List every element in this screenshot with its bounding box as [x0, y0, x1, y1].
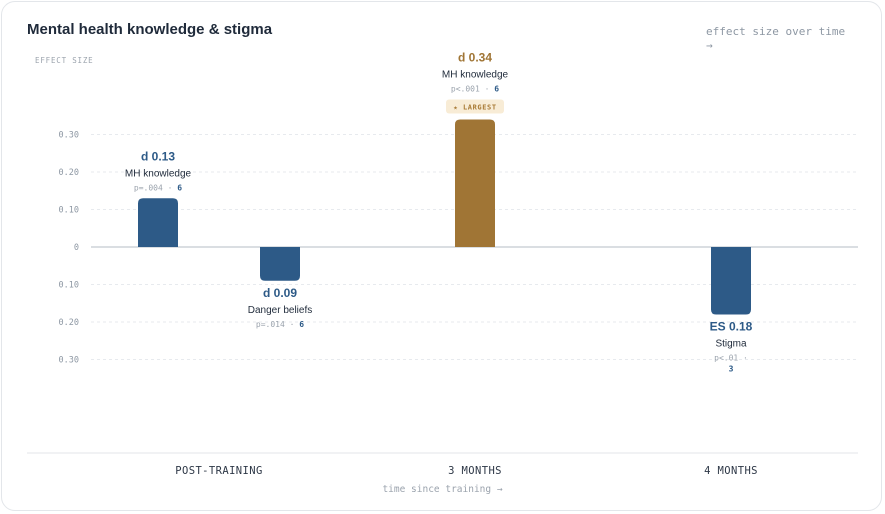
- largest-badge-label: ★ LARGEST: [453, 104, 496, 112]
- effect-label: d 0.13: [141, 149, 175, 163]
- effect-label: ES 0.18: [710, 320, 753, 334]
- y-axis-title: EFFECT SIZE: [35, 56, 94, 65]
- y-tick-label: 0.10: [59, 281, 79, 291]
- effect-label: d 0.34: [458, 51, 492, 65]
- k-count-label: 6: [177, 183, 182, 192]
- y-tick-label: 0.20: [59, 168, 79, 178]
- chart-subtitle: effect size over time →: [706, 25, 846, 52]
- y-tick-label: 0.30: [59, 356, 79, 366]
- chart-title: Mental health knowledge & stigma: [27, 21, 273, 38]
- measure-label: Danger beliefs: [248, 305, 312, 316]
- k-count-label: 3: [729, 365, 734, 374]
- k-count-label: 6: [494, 85, 499, 94]
- x-category-label: POST-TRAINING: [175, 465, 262, 477]
- largest-badge: [446, 99, 504, 114]
- y-tick-label: 0: [74, 243, 79, 253]
- k-count-label: 6: [299, 320, 304, 329]
- x-category-label: 3 MONTHS: [448, 465, 502, 477]
- p-value-label: p<.01 ·: [714, 354, 748, 363]
- effect-label: d 0.09: [263, 286, 297, 300]
- x-axis-label: time since training →: [382, 484, 503, 495]
- p-value-label: p<.001 · 6: [451, 85, 499, 94]
- measure-label: MH knowledge: [442, 70, 509, 81]
- y-tick-label: 0.30: [59, 131, 79, 141]
- measure-label: MH knowledge: [125, 168, 192, 179]
- measure-label: Stigma: [715, 339, 747, 350]
- p-value-label: p=.004 · 6: [134, 183, 182, 192]
- x-category-label: 4 MONTHS: [704, 465, 758, 477]
- bar-1: [138, 198, 178, 247]
- y-tick-label: 0.10: [59, 206, 79, 216]
- p-value-label: p=.014 · 6: [256, 320, 304, 329]
- bar-3: [455, 119, 495, 247]
- y-tick-label: 0.20: [59, 318, 79, 328]
- bar-4: [711, 247, 751, 315]
- bar-2: [260, 247, 300, 281]
